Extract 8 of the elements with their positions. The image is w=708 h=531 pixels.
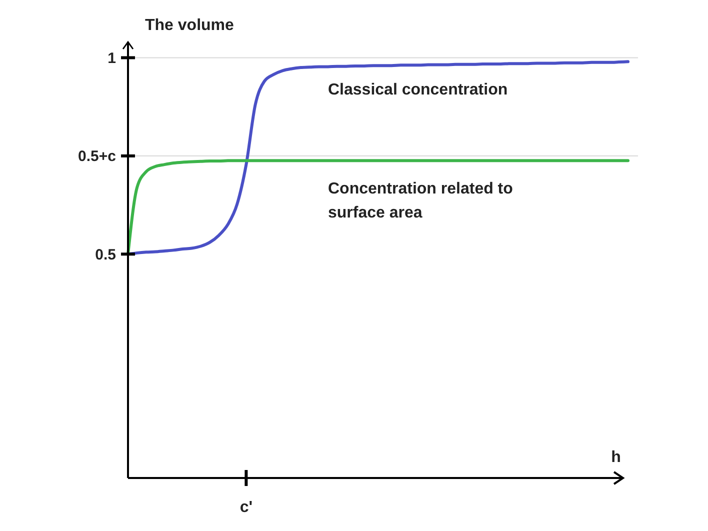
y-tick-label: 0.5+c <box>78 148 116 166</box>
y-tick-label: 1 <box>108 50 116 67</box>
y-tick-label: 0.5 <box>95 246 116 264</box>
series-label: Concentration related to surface area <box>328 180 514 222</box>
series-label: Classical concentration <box>328 82 508 99</box>
x-axis-title: h <box>611 449 621 466</box>
x-tick-label: c' <box>240 499 253 516</box>
y-axis-title: The volume <box>145 17 234 34</box>
